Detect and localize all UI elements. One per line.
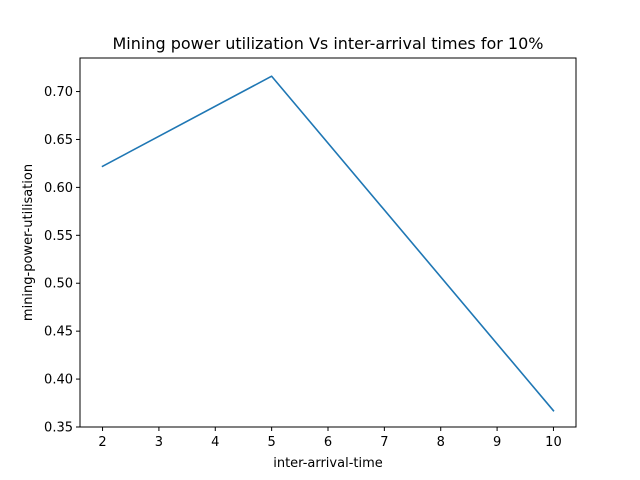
y-tick-label: 0.40 xyxy=(44,373,73,388)
y-tick-label: 0.60 xyxy=(44,181,73,196)
x-axis-label: inter-arrival-time xyxy=(273,456,383,471)
x-axis: 2 3 4 5 6 7 8 9 10 xyxy=(98,427,562,450)
y-tick-label: 0.45 xyxy=(44,325,73,340)
y-tick-label: 0.35 xyxy=(44,421,73,436)
x-tick-label: 4 xyxy=(211,435,219,450)
x-tick-label: 10 xyxy=(545,435,562,450)
y-tick-label: 0.50 xyxy=(44,277,73,292)
x-tick-label: 3 xyxy=(155,435,163,450)
y-tick-label: 0.65 xyxy=(44,133,73,148)
series-line xyxy=(101,75,555,412)
plot-frame xyxy=(79,57,577,428)
x-tick-label: 6 xyxy=(324,435,332,450)
chart-title: Mining power utilization Vs inter-arriva… xyxy=(113,34,544,53)
y-axis-label: mining-power-utilisation xyxy=(21,164,36,321)
y-tick-label: 0.55 xyxy=(44,229,73,244)
x-tick-label: 2 xyxy=(98,435,106,450)
y-axis: 0.35 0.40 0.45 0.50 0.55 0.60 0.65 0.70 xyxy=(44,85,80,436)
x-tick-label: 9 xyxy=(493,435,501,450)
x-tick-label: 7 xyxy=(380,435,388,450)
y-tick-label: 0.70 xyxy=(44,85,73,100)
series-group xyxy=(101,75,555,412)
x-tick-label: 8 xyxy=(437,435,445,450)
x-tick-label: 5 xyxy=(267,435,275,450)
